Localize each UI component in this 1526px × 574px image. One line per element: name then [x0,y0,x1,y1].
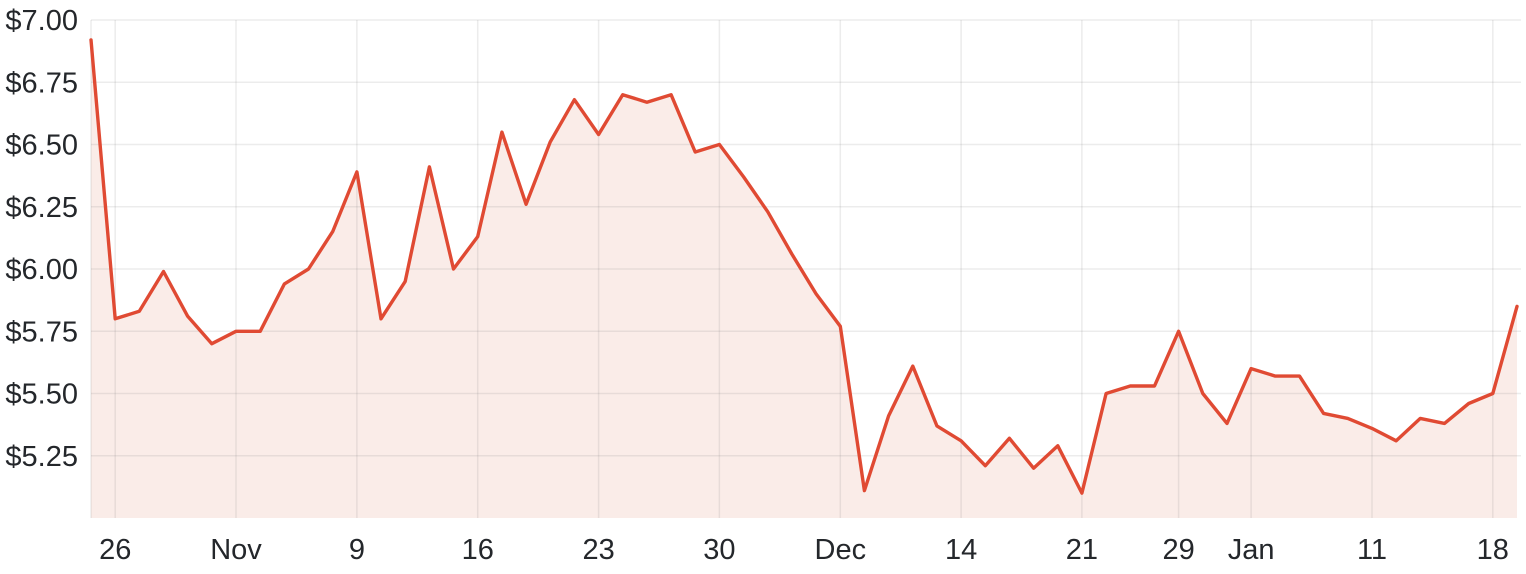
y-axis-tick-label: $5.50 [5,379,78,411]
x-axis-tick-label: 9 [349,534,365,566]
y-axis-tick-label: $6.00 [5,254,78,286]
x-axis-tick-label: Dec [815,534,867,566]
price-line [89,38,1519,495]
x-axis-tick-label: 11 [1357,534,1387,566]
y-axis-tick-label: $6.75 [5,67,78,99]
x-axis-tick-label: 23 [582,534,614,566]
y-axis-tick-label: $5.75 [5,316,78,348]
x-axis-tick-label: 16 [462,534,494,566]
x-axis-tick-label: 18 [1477,534,1509,566]
y-axis-tick-label: $6.50 [5,130,78,162]
x-axis-tick-label: 30 [703,534,735,566]
x-axis-tick-label: Jan [1228,534,1275,566]
y-axis-tick-label: $6.25 [5,192,78,224]
x-axis-tick-label: 26 [99,534,131,566]
y-axis-labels: $7.00 $6.75 $6.50 $6.25 $6.00 $5.75 $5.50 $5.25 [5,5,78,473]
price-area-fill [91,39,1517,519]
price-line-layer [89,38,1519,495]
x-axis-tick-label: 14 [945,534,977,566]
y-axis-tick-label: $7.00 [5,5,78,37]
x-axis-tick-label: 29 [1162,534,1194,566]
y-axis-tick-label: $5.25 [5,441,78,473]
x-axis-tick-label: Nov [210,534,262,566]
area-fill-layer [91,39,1517,519]
gridlines-layer [90,19,1521,518]
x-axis-labels: 26 Nov 9 16 23 30 Dec 14 21 29 Jan 11 18 [99,534,1509,566]
x-axis-tick-label: 21 [1066,534,1098,566]
